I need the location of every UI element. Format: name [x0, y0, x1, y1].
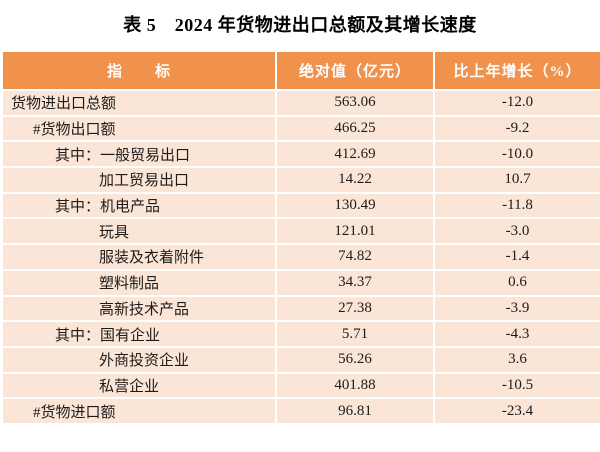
table-row: 服装及衣着附件 74.82 -1.4	[3, 244, 600, 271]
row-absolute-value: 34.37	[276, 269, 435, 297]
table-row: 私营企业 401.88 -10.5	[3, 372, 600, 400]
row-absolute-value: 563.06	[276, 90, 435, 117]
table-row: 其中：一般贸易出口 412.69 -10.0	[3, 141, 600, 169]
row-absolute-value: 130.49	[276, 192, 435, 220]
row-absolute-value: 96.81	[276, 398, 435, 425]
table-row: 货物进出口总额 563.06 -12.0	[3, 90, 600, 117]
row-indicator: 私营企业	[3, 372, 277, 400]
row-growth: -3.0	[434, 218, 600, 246]
table-row: 其中：机电产品 130.49 -11.8	[3, 192, 600, 220]
row-indicator: #货物出口额	[3, 115, 277, 143]
row-growth: 3.6	[434, 346, 600, 374]
row-absolute-value: 56.26	[276, 346, 435, 374]
row-growth: -4.3	[434, 321, 600, 348]
row-absolute-value: 27.38	[276, 295, 435, 323]
table-row: 其中：国有企业 5.71 -4.3	[3, 321, 600, 348]
row-growth: -10.5	[434, 372, 600, 400]
header-row: 指 标 绝对值（亿元） 比上年增长（%）	[3, 52, 600, 91]
stats-table: 指 标 绝对值（亿元） 比上年增长（%） 货物进出口总额 563.06 -12.…	[3, 52, 600, 425]
row-absolute-value: 412.69	[276, 141, 435, 169]
table-title: 表 5 2024 年货物进出口总额及其增长速度	[123, 15, 477, 35]
table-row: #货物出口额 466.25 -9.2	[3, 115, 600, 143]
row-growth: -3.9	[434, 295, 600, 323]
row-indicator: 玩具	[3, 218, 277, 246]
page: 表 5 2024 年货物进出口总额及其增长速度 指 标 绝对值（亿元） 比上年增…	[0, 11, 600, 452]
row-growth: -23.4	[434, 398, 600, 425]
row-indicator: 塑料制品	[3, 269, 277, 297]
row-absolute-value: 14.22	[276, 167, 435, 194]
row-indicator: 其中：一般贸易出口	[3, 141, 277, 169]
header-indicator: 指 标	[3, 52, 277, 91]
row-indicator: 高新技术产品	[3, 295, 277, 323]
table-row: 加工贸易出口 14.22 10.7	[3, 167, 600, 194]
header-growth: 比上年增长（%）	[434, 52, 600, 91]
row-growth: -9.2	[434, 115, 600, 143]
table-row: 塑料制品 34.37 0.6	[3, 269, 600, 297]
row-growth: -11.8	[434, 192, 600, 220]
row-indicator: #货物进口额	[3, 398, 277, 425]
row-growth: -1.4	[434, 244, 600, 271]
row-absolute-value: 121.01	[276, 218, 435, 246]
row-growth: -10.0	[434, 141, 600, 169]
table-row: 玩具 121.01 -3.0	[3, 218, 600, 246]
row-absolute-value: 5.71	[276, 321, 435, 348]
row-indicator: 外商投资企业	[3, 346, 277, 374]
header-absolute-value: 绝对值（亿元）	[276, 52, 435, 91]
table-row: #货物进口额 96.81 -23.4	[3, 398, 600, 425]
row-growth: 10.7	[434, 167, 600, 194]
row-absolute-value: 401.88	[276, 372, 435, 400]
table-row: 高新技术产品 27.38 -3.9	[3, 295, 600, 323]
row-indicator: 货物进出口总额	[3, 90, 277, 117]
row-growth: 0.6	[434, 269, 600, 297]
row-absolute-value: 466.25	[276, 115, 435, 143]
row-indicator: 其中：国有企业	[3, 321, 277, 348]
table-row: 外商投资企业 56.26 3.6	[3, 346, 600, 374]
row-indicator: 服装及衣着附件	[3, 244, 277, 271]
row-indicator: 加工贸易出口	[3, 167, 277, 194]
row-growth: -12.0	[434, 90, 600, 117]
row-indicator: 其中：机电产品	[3, 192, 277, 220]
row-absolute-value: 74.82	[276, 244, 435, 271]
